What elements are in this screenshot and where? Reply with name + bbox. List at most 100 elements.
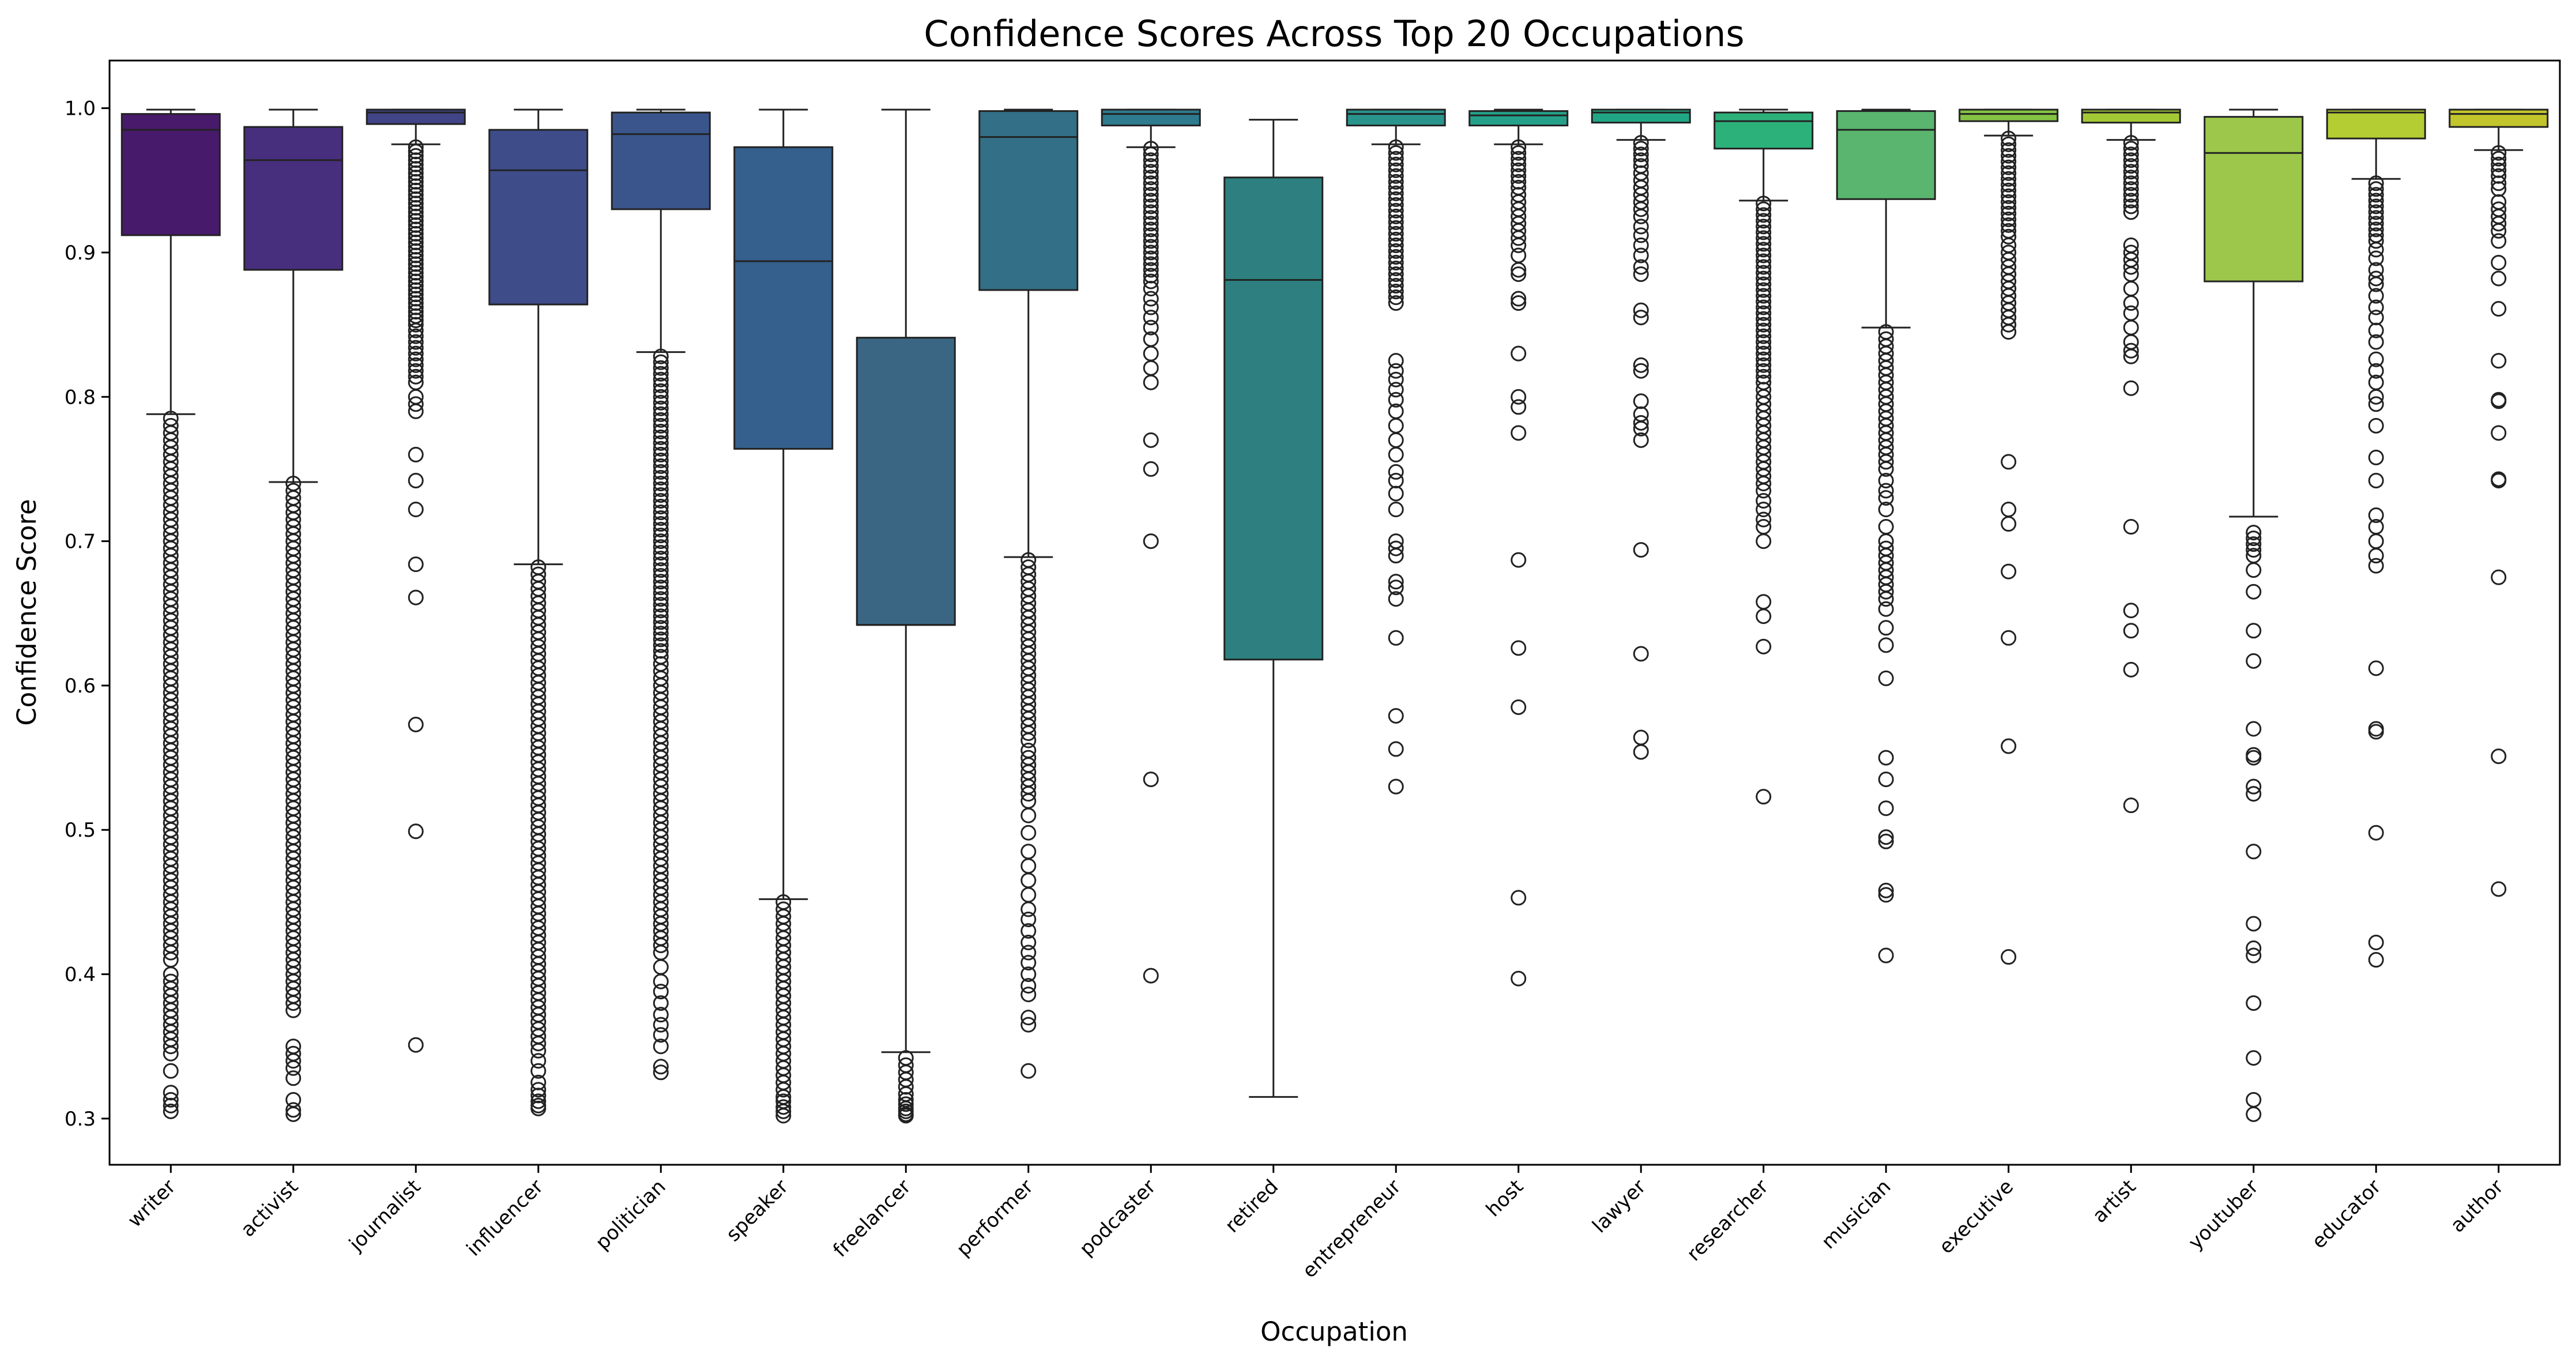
outlier-point bbox=[2123, 135, 2139, 151]
outlier-point bbox=[2001, 205, 2017, 221]
x-tick-label: activist bbox=[236, 1175, 303, 1241]
outlier-point bbox=[285, 1070, 302, 1086]
outlier-point bbox=[653, 446, 669, 462]
outlier-point bbox=[653, 585, 669, 601]
outlier-point bbox=[2491, 353, 2507, 369]
outlier-point bbox=[408, 472, 424, 488]
outlier-point bbox=[1388, 260, 1404, 276]
outlier-point bbox=[653, 568, 669, 584]
outlier-point bbox=[1388, 284, 1404, 300]
box-freelancer bbox=[856, 108, 956, 1124]
outlier-point bbox=[1388, 220, 1404, 236]
outlier-point bbox=[2368, 322, 2384, 338]
outlier-point bbox=[2001, 130, 2017, 146]
outlier-point bbox=[2491, 393, 2507, 409]
outlier-point bbox=[2368, 204, 2384, 220]
x-tick-label: podcaster bbox=[1075, 1175, 1161, 1260]
outlier-point bbox=[2491, 748, 2507, 765]
outlier-point bbox=[2368, 724, 2384, 740]
outlier-point bbox=[2368, 216, 2384, 232]
outlier-point bbox=[2001, 136, 2017, 152]
outlier-point bbox=[2123, 343, 2139, 359]
outlier-point bbox=[1143, 360, 1159, 376]
outlier-point bbox=[1878, 670, 1894, 686]
x-tick-label: researcher bbox=[1682, 1175, 1773, 1266]
outlier-point bbox=[1756, 340, 1772, 356]
outlier-point bbox=[1143, 291, 1159, 307]
outlier-point bbox=[653, 354, 669, 370]
outlier-point bbox=[2246, 778, 2262, 795]
outlier-point bbox=[2001, 182, 2017, 198]
outlier-point bbox=[1388, 446, 1404, 462]
outlier-point bbox=[2246, 536, 2262, 552]
outlier-point bbox=[1878, 750, 1894, 766]
outlier-point bbox=[2368, 507, 2384, 524]
outlier-point bbox=[408, 446, 424, 462]
box-body bbox=[611, 111, 711, 210]
outlier-point bbox=[1020, 923, 1037, 939]
outlier-point bbox=[1143, 461, 1159, 477]
outlier-point bbox=[1878, 947, 1894, 964]
outlier-point bbox=[1633, 208, 1649, 224]
outlier-point bbox=[1020, 978, 1037, 994]
outlier-point bbox=[1511, 295, 1527, 311]
outlier-point bbox=[1633, 420, 1649, 436]
x-axis: writer activist journalist influencer politi… bbox=[123, 1165, 2508, 1283]
outlier-point bbox=[775, 1103, 792, 1119]
outlier-point bbox=[1143, 533, 1159, 550]
box-journalist bbox=[366, 108, 466, 1053]
outlier-point bbox=[1020, 1017, 1037, 1033]
y-tick-label: 0.9 bbox=[65, 242, 96, 265]
outlier-point bbox=[1020, 807, 1037, 823]
outlier-point bbox=[1143, 204, 1159, 220]
outlier-point bbox=[1878, 584, 1894, 600]
outlier-point bbox=[653, 603, 669, 619]
outlier-point bbox=[2001, 228, 2017, 244]
outlier-point bbox=[2001, 165, 2017, 181]
outlier-point bbox=[2368, 449, 2384, 465]
outlier-point bbox=[2123, 305, 2139, 321]
outlier-point bbox=[2368, 334, 2384, 350]
outlier-point bbox=[653, 631, 669, 648]
box-series bbox=[120, 108, 2549, 1124]
outlier-point bbox=[530, 1053, 547, 1069]
outlier-point bbox=[653, 429, 669, 445]
outlier-point bbox=[653, 487, 669, 503]
outlier-point bbox=[2246, 623, 2262, 639]
x-tick-label: freelancer bbox=[828, 1175, 915, 1262]
x-tick-label: artist bbox=[2088, 1175, 2141, 1228]
outlier-point bbox=[1756, 502, 1772, 518]
outlier-point bbox=[1756, 253, 1772, 269]
x-tick-label: author bbox=[2446, 1175, 2509, 1237]
outlier-point bbox=[2123, 281, 2139, 297]
box-body bbox=[120, 113, 221, 236]
outlier-point bbox=[2246, 1092, 2262, 1108]
outlier-point bbox=[1388, 254, 1404, 270]
box-body bbox=[856, 337, 956, 626]
outlier-point bbox=[2123, 152, 2139, 168]
outlier-point bbox=[653, 626, 669, 642]
outlier-point bbox=[285, 1053, 302, 1069]
outlier-point bbox=[163, 1103, 179, 1119]
outlier-point bbox=[1756, 282, 1772, 298]
outlier-point bbox=[2491, 175, 2507, 191]
outlier-point bbox=[1388, 464, 1404, 480]
outlier-point bbox=[2001, 211, 2017, 227]
outlier-point bbox=[1633, 393, 1649, 409]
outlier-point bbox=[1143, 198, 1159, 215]
outlier-point bbox=[2368, 558, 2384, 574]
outlier-point bbox=[653, 597, 669, 613]
outlier-point bbox=[2123, 175, 2139, 191]
outlier-point bbox=[1633, 646, 1649, 662]
x-tick-label: writer bbox=[123, 1175, 180, 1232]
outlier-point bbox=[2246, 584, 2262, 600]
outlier-point bbox=[1388, 156, 1404, 172]
outlier-point bbox=[1020, 934, 1037, 950]
outlier-point bbox=[653, 984, 669, 1000]
outlier-point bbox=[1388, 168, 1404, 184]
outlier-point bbox=[1756, 357, 1772, 373]
outlier-point bbox=[408, 357, 424, 373]
outlier-point bbox=[1388, 278, 1404, 294]
outlier-point bbox=[1633, 542, 1649, 558]
outlier-point bbox=[1633, 744, 1649, 760]
